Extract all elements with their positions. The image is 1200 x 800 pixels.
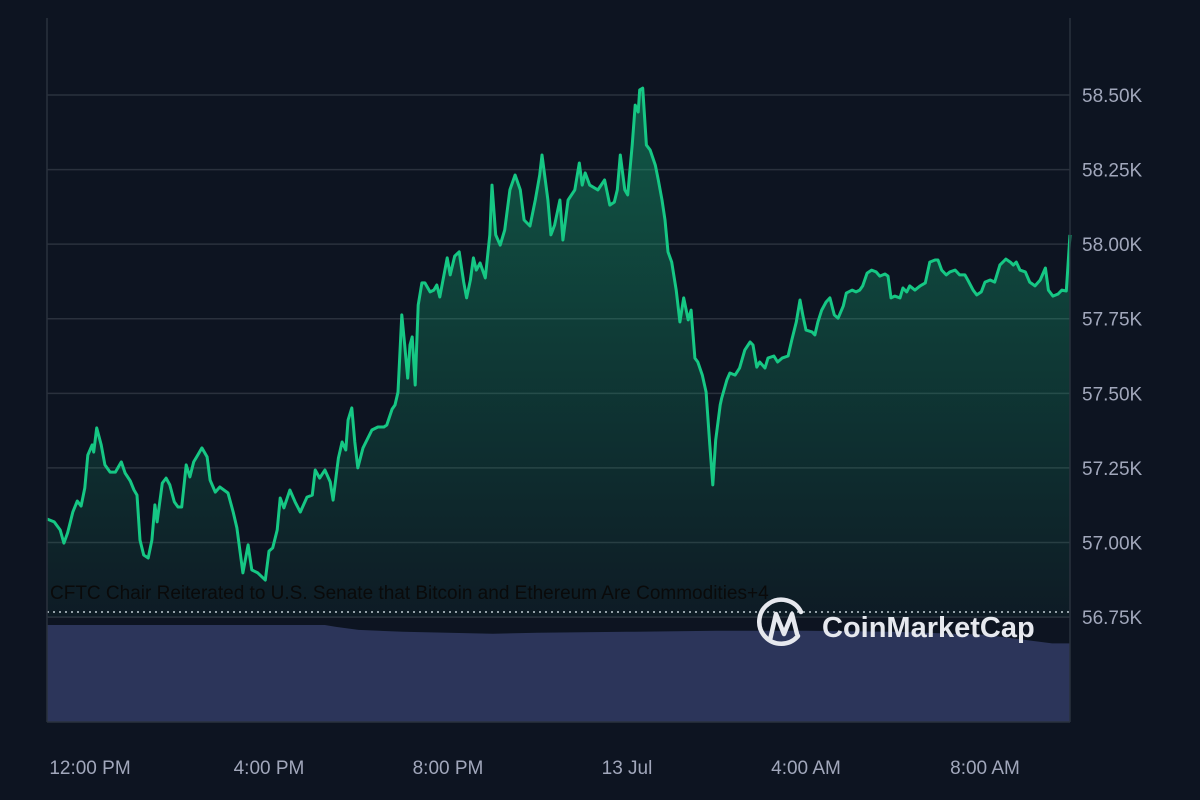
x-tick-label: 12:00 PM	[49, 758, 130, 779]
price-area-fill	[46, 88, 1071, 618]
x-tick-label: 8:00 AM	[950, 758, 1020, 779]
y-axis: 56.75K 57.00K 57.25K 57.50K 57.75K 58.00K 58.2…	[1082, 86, 1143, 629]
y-tick-label: 58.50K	[1082, 86, 1143, 107]
coinmarketcap-logo-icon	[757, 597, 804, 646]
volume-area	[47, 625, 1070, 722]
x-tick-label: 13 Jul	[602, 758, 653, 779]
x-tick-label: 4:00 PM	[234, 758, 305, 779]
y-tick-label: 57.50K	[1082, 384, 1143, 405]
x-tick-label: 8:00 PM	[413, 758, 484, 779]
x-axis: 12:00 PM 4:00 PM 8:00 PM 13 Jul 4:00 AM 8:00 …	[49, 758, 1020, 779]
y-tick-label: 58.00K	[1082, 235, 1143, 256]
y-tick-label: 57.25K	[1082, 459, 1143, 480]
news-annotation[interactable]: CFTC Chair Reiterated to U.S. Senate tha…	[50, 583, 769, 604]
y-tick-label: 57.75K	[1082, 310, 1143, 331]
coinmarketcap-wordmark: CoinMarketCap	[822, 612, 1035, 644]
price-line[interactable]	[46, 86, 1072, 582]
x-tick-label: 4:00 AM	[771, 758, 841, 779]
coinmarketcap-watermark: CoinMarketCap	[757, 597, 1035, 646]
y-tick-label: 58.25K	[1082, 161, 1143, 182]
y-tick-label: 57.00K	[1082, 533, 1143, 554]
y-tick-label: 56.75K	[1082, 608, 1143, 629]
